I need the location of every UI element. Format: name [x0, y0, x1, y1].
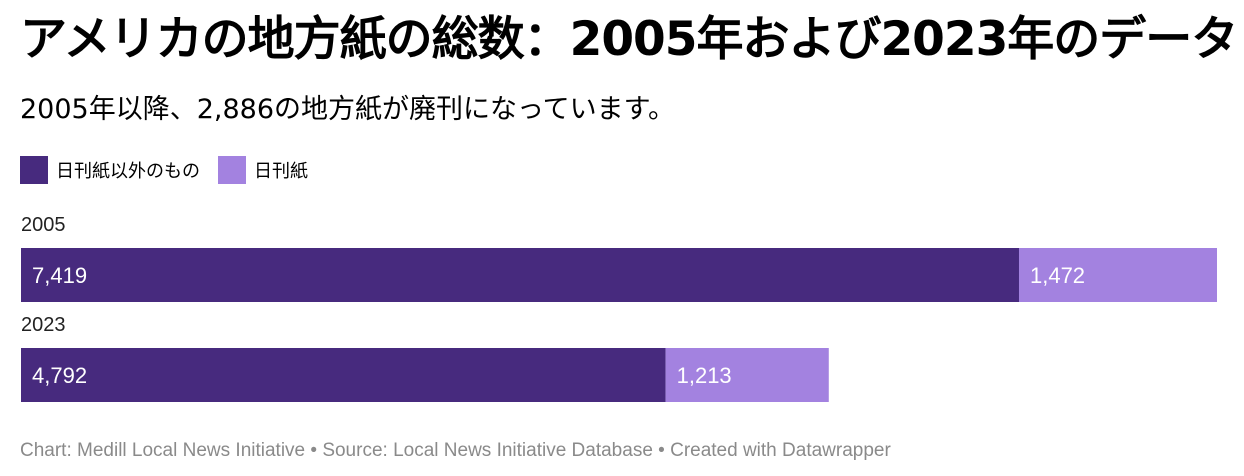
bar-2023-series-1: [665, 348, 829, 402]
bar-value-label-2023-series-1: 1,213: [677, 363, 732, 388]
bar-2005-series-0: [21, 248, 1019, 302]
legend-swatch-daily: [218, 156, 246, 184]
legend-label-daily: 日刊紙: [254, 161, 308, 182]
category-label-2023: 2023: [21, 314, 66, 336]
stacked-bar-chart: 2005 7,419 1,472 2023 4,792 1,213: [21, 214, 1217, 402]
chart-title: アメリカの地方紙の総数：2005年および2023年のデータ: [20, 12, 1238, 67]
legend-item-daily: 日刊紙: [218, 156, 308, 184]
bar-value-label-2005-series-1: 1,472: [1030, 263, 1085, 288]
bar-2023-series-0: [21, 348, 666, 402]
category-label-2005: 2005: [21, 214, 66, 236]
chart-footer: Chart: Medill Local News Initiative • So…: [20, 440, 891, 461]
legend-swatch-non-daily: [20, 156, 48, 184]
bar-2005-series-1: [1018, 248, 1217, 302]
legend-item-non-daily: 日刊紙以外のもの: [20, 156, 200, 184]
legend: 日刊紙以外のもの 日刊紙: [20, 156, 326, 184]
chart-subtitle: 2005年以降、2,886の地方紙が廃刊になっています。: [20, 94, 675, 125]
legend-label-non-daily: 日刊紙以外のもの: [56, 161, 200, 182]
bar-value-label-2005-series-0: 7,419: [32, 263, 87, 288]
bar-value-label-2023-series-0: 4,792: [32, 363, 87, 388]
